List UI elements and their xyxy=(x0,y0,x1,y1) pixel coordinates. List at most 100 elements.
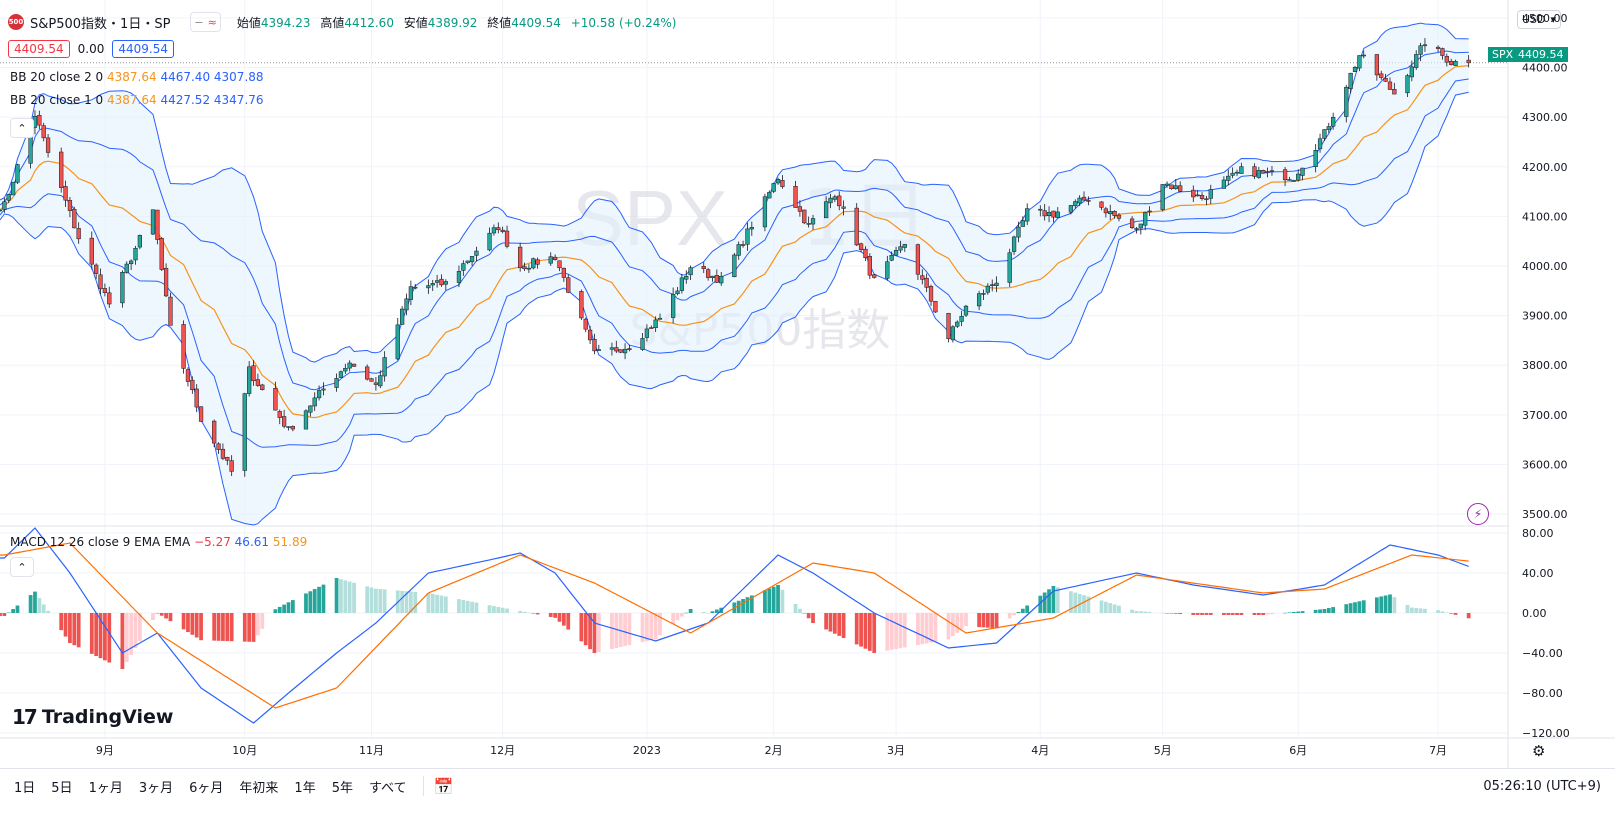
macd-hist-bar-126 xyxy=(767,588,772,613)
candle-80 xyxy=(487,227,492,252)
candle-197 xyxy=(1199,192,1205,201)
range-button-3[interactable]: 3ヶ月 xyxy=(138,780,174,796)
calendar-goto-icon[interactable]: 📅 xyxy=(433,776,454,796)
macd-hist-bar-70 xyxy=(426,593,431,613)
macd-hist-bar-101 xyxy=(614,613,619,649)
macd-hist-bar-8 xyxy=(41,604,46,613)
candle-120 xyxy=(732,252,737,278)
candle-body xyxy=(286,426,291,428)
macd-hist-bar-184 xyxy=(1117,605,1121,613)
candle-body xyxy=(1230,172,1235,176)
candle-238 xyxy=(1449,58,1454,66)
macd-hist-bar-69 xyxy=(413,591,418,613)
macd-hist-bar-164 xyxy=(994,613,999,629)
candle-body xyxy=(1357,55,1362,69)
macd-hist-bar-28 xyxy=(164,613,168,619)
candle-body xyxy=(1383,78,1388,82)
collapse-legend-chevron-up-icon[interactable]: ⌃ xyxy=(10,118,34,138)
macd-hist-bar-27 xyxy=(159,613,164,616)
chart-canvas[interactable]: SPX 1日 S&P500指数 3500.003600.003700.00380… xyxy=(0,0,1615,768)
macd-hist-bar-198 xyxy=(1204,613,1209,615)
macd-hist-bar-165 xyxy=(1007,613,1012,619)
macd-hist-bar-98 xyxy=(592,613,597,653)
candle-68 xyxy=(408,280,414,306)
approx-icon[interactable]: ≈ xyxy=(207,15,217,29)
candle-107 xyxy=(649,325,654,329)
lightning-icon[interactable]: ⚡ xyxy=(1467,503,1489,525)
macd-hist-bar-197 xyxy=(1200,613,1204,615)
macd-hist-bar-40 xyxy=(242,613,247,642)
candle-126 xyxy=(767,190,772,199)
candle-body xyxy=(985,285,990,293)
sp500-logo: 500 xyxy=(8,14,24,30)
candle-70 xyxy=(426,279,431,294)
candle-body xyxy=(496,227,501,231)
bb2-legend[interactable]: BB 20 close 2 0 4387.64 4467.40 4307.88 xyxy=(10,70,264,84)
range-button-7[interactable]: 5年 xyxy=(331,780,353,796)
macd-hist-bar-145 xyxy=(885,613,890,651)
macd-hist-bar-146 xyxy=(889,613,894,650)
candle-body xyxy=(793,185,798,208)
macd-hist-bar-227 xyxy=(1383,595,1388,613)
candle-body xyxy=(1016,226,1021,238)
candle-237 xyxy=(1444,53,1449,67)
macd-hist-bar-223 xyxy=(1357,601,1362,613)
candle-166 xyxy=(1011,235,1017,255)
candle-1 xyxy=(2,197,7,213)
candle-64 xyxy=(382,351,387,382)
candle-125 xyxy=(762,193,768,232)
candle-body xyxy=(255,379,261,386)
macd-hist-bar-213 xyxy=(1296,611,1301,613)
candle-body xyxy=(185,369,191,382)
sell-price-button[interactable]: 4409.54 xyxy=(8,40,70,58)
candle-105 xyxy=(640,333,645,351)
macd-hist-bar-128 xyxy=(776,585,780,613)
candle-body xyxy=(198,406,204,422)
symbol-price-tag: SPX xyxy=(1488,47,1518,62)
candle-body xyxy=(518,246,523,269)
collapse-macd-chevron-up-icon[interactable]: ⌃ xyxy=(10,557,34,577)
macd-hist-bar-63 xyxy=(378,589,383,613)
visibility-toggle[interactable]: − ≈ xyxy=(190,12,221,32)
macd-hist-bar-174 xyxy=(1055,587,1060,613)
minus-icon[interactable]: − xyxy=(194,15,204,29)
candle-body xyxy=(225,456,230,461)
macd-hist-bar-60 xyxy=(365,586,370,613)
macd-hist-bar-166 xyxy=(1012,613,1016,616)
macd-line xyxy=(0,527,1469,724)
macd-hist-bar-18 xyxy=(103,613,107,661)
candle-113 xyxy=(684,270,689,284)
candle-body xyxy=(552,256,558,261)
macd-hist-bar-17 xyxy=(98,613,103,659)
range-button-8[interactable]: すべて xyxy=(368,780,407,796)
candle-body xyxy=(474,250,479,256)
range-button-1[interactable]: 5日 xyxy=(51,780,73,796)
candle-91 xyxy=(552,254,558,261)
candle-body xyxy=(67,200,73,211)
candle-body xyxy=(1392,89,1397,95)
candle-body xyxy=(1440,48,1445,56)
candle-61 xyxy=(369,377,374,382)
range-button-4[interactable]: 6ヶ月 xyxy=(189,780,224,796)
range-button-2[interactable]: 1ヶ月 xyxy=(88,780,123,796)
candle-body xyxy=(955,321,960,327)
candle-228 xyxy=(1387,77,1393,91)
candle-171 xyxy=(1042,204,1047,221)
symbol-title[interactable]: S&P500指数・1日・SP xyxy=(30,16,171,32)
macd-hist-bar-91 xyxy=(553,613,557,618)
buy-price-button[interactable]: 4409.54 xyxy=(112,40,174,58)
candle-body xyxy=(321,388,326,391)
range-button-5[interactable]: 年初来 xyxy=(239,780,279,796)
macd-legend[interactable]: MACD 12 26 close 9 EMA EMA −5.27 46.61 5… xyxy=(10,535,307,549)
range-button-6[interactable]: 1年 xyxy=(294,780,316,796)
range-button-0[interactable]: 1日 xyxy=(14,780,36,796)
candle-53 xyxy=(316,385,322,401)
candle-body xyxy=(806,223,811,225)
macd-hist-bar-124 xyxy=(749,595,754,613)
gear-icon[interactable]: ⚙ xyxy=(1532,742,1546,760)
clock[interactable]: 05:26:10 (UTC+9) xyxy=(1483,778,1601,794)
macd-hist-bar-75 xyxy=(457,599,461,613)
bb1-legend[interactable]: BB 20 close 1 0 4387.64 4427.52 4347.76 xyxy=(10,93,264,107)
candle-69 xyxy=(413,283,418,290)
currency-select[interactable]: USD ▾ xyxy=(1517,10,1561,29)
